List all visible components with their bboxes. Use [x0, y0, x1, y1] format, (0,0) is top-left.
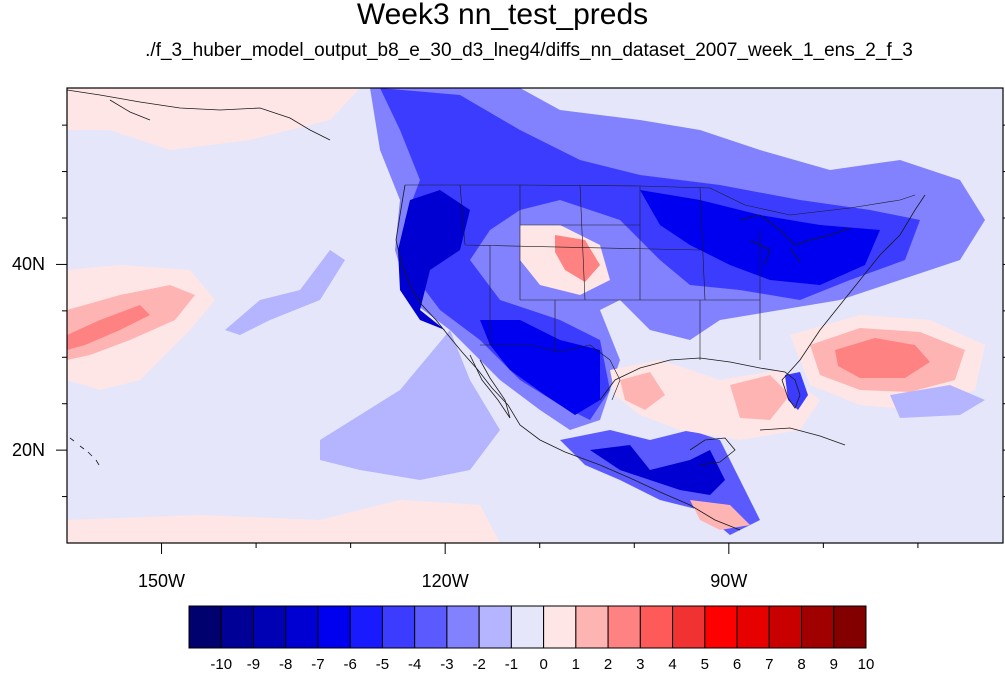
colorbar-label: -2 [472, 656, 486, 673]
colorbar-swatch [349, 605, 383, 649]
lon-label: 90W [710, 571, 748, 591]
coastline-cuba [759, 427, 846, 446]
colorbar-label: 1 [571, 656, 581, 673]
political-borders [405, 184, 916, 401]
colorbar-swatch [317, 605, 351, 649]
lat-label: 20N [12, 440, 46, 461]
contour-red-gulf [620, 372, 665, 410]
colorbar-label: 8 [797, 656, 806, 673]
colorbar-swatch [381, 605, 416, 649]
lon-label: 150W [138, 571, 186, 591]
colorbar-label: 5 [700, 656, 709, 673]
colorbar [188, 605, 867, 649]
colorbar-label: -7 [311, 656, 325, 673]
colorbar-label: 4 [668, 656, 677, 673]
colorbar-swatch [672, 605, 706, 649]
border-states [459, 184, 761, 360]
colorbar-swatch [801, 605, 835, 649]
colorbar-label: 3 [636, 656, 645, 673]
contour-red-atlantic-core [835, 338, 930, 378]
colorbar-label: -1 [504, 656, 519, 673]
lat-label: 40N [12, 254, 46, 275]
contour-blue-florida [785, 372, 808, 410]
colorbar-swatch [833, 605, 867, 649]
map-title: Week3 nn_test_preds [356, 0, 649, 31]
coastlines [67, 89, 926, 531]
colorbar-swatch [252, 605, 287, 649]
colorbar-swatch [285, 605, 319, 649]
colorbar-label: -3 [440, 656, 454, 673]
contour-red-westpacific-core [67, 305, 150, 350]
contour-fields [67, 88, 985, 543]
colorbar-swatch [736, 605, 770, 649]
colorbar-swatch [446, 605, 480, 649]
colorbar-label: 2 [603, 656, 613, 673]
colorbar-label: 0 [539, 656, 548, 673]
map-subtitle: ./f_3_huber_model_output_b8_e_30_d3_lneg… [145, 40, 913, 61]
coastline-hawaii [69, 437, 100, 466]
colorbar-swatch [575, 605, 609, 649]
border-us-mexico [480, 344, 621, 401]
coastline-alaska [67, 89, 331, 141]
contour-pink-northwest [67, 88, 360, 150]
colorbar-label: 7 [765, 656, 774, 673]
contour-blue-core-southwest [480, 320, 600, 415]
contour-lightblue-pacific [225, 250, 345, 335]
coastline-baja [469, 354, 511, 419]
border-canada-us [405, 184, 916, 216]
coastline-great-lakes [739, 214, 851, 266]
colorbar-label: -5 [375, 656, 390, 673]
colorbar-label: 10 [857, 656, 875, 673]
colorbar-label: -6 [343, 656, 357, 673]
colorbar-swatch [414, 605, 448, 649]
map-frame [66, 87, 1004, 544]
colorbar-swatch [768, 605, 803, 649]
contour-red-gulf-east [730, 375, 790, 420]
colorbar-swatch [478, 605, 512, 649]
contour-blue-mexico-core [590, 445, 725, 495]
colorbar-swatch [220, 605, 254, 649]
colorbar-label: -10 [210, 656, 233, 673]
coastline-gulf [599, 194, 926, 409]
contour-blue-atlantic-east [890, 385, 985, 418]
colorbar-label: -8 [279, 656, 293, 673]
colorbar-label: -4 [407, 656, 422, 673]
contour-red-caribbean [690, 500, 750, 530]
colorbar-label: 6 [732, 656, 742, 673]
contour-pink-southwest [67, 500, 500, 543]
colorbar-swatch [607, 605, 641, 649]
contour-blue-core-west [398, 190, 470, 330]
colorbar-swatch [543, 605, 577, 649]
colorbar-swatch [188, 605, 222, 649]
contour-lightblue-subtropics [320, 330, 500, 480]
coastline-yucatan [689, 437, 736, 466]
lon-label: 120W [421, 571, 469, 591]
colorbar-swatch [639, 605, 674, 649]
contour-red-central-us [555, 235, 600, 282]
colorbar-label: -9 [246, 656, 261, 673]
colorbar-swatch [510, 605, 545, 649]
colorbar-label: 9 [829, 656, 838, 673]
colorbar-swatch [704, 605, 738, 649]
coastline-west-coast [395, 184, 741, 531]
